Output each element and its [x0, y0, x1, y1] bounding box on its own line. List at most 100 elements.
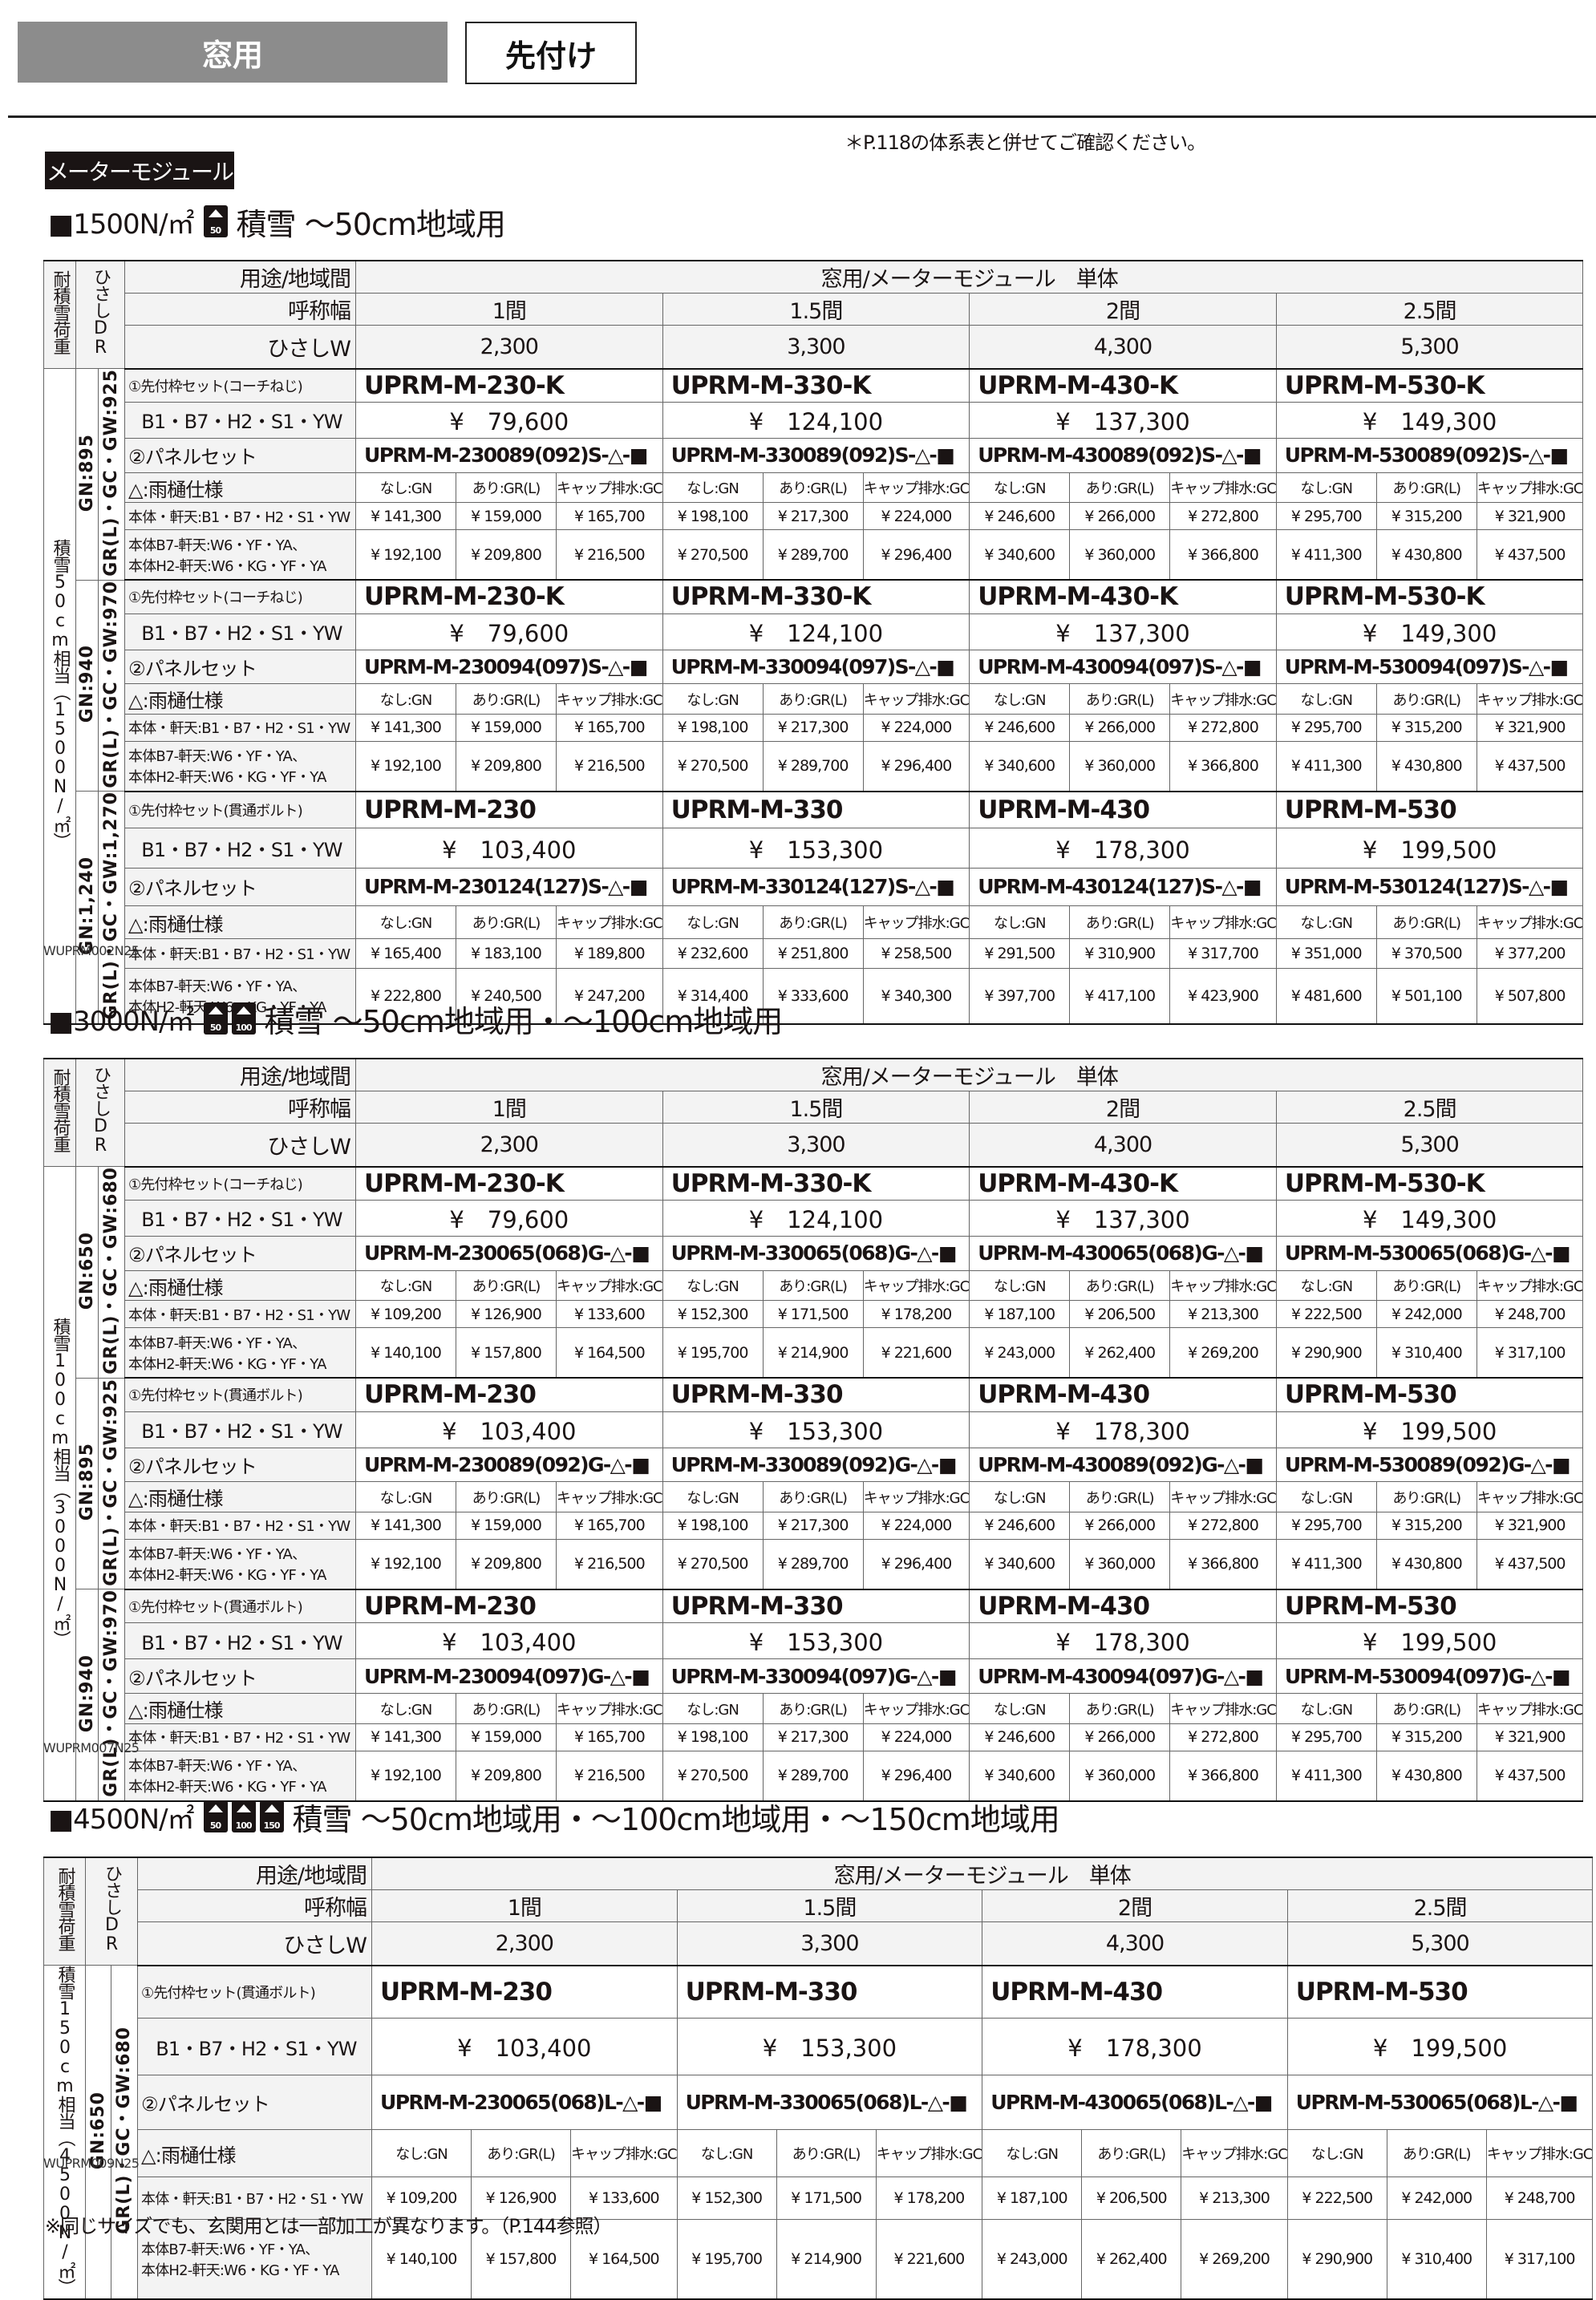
price-standard: ¥ 178,200 — [862, 1300, 970, 1328]
price-special: ¥ 417,100 — [1069, 968, 1171, 1025]
price-special: ¥ 437,500 — [1476, 740, 1584, 792]
dr-cell: GN:1,240 — [75, 791, 99, 1025]
price-special: ¥ 317,100 — [1485, 2219, 1594, 2300]
price-standard: ¥ 295,700 — [1275, 1512, 1377, 1540]
price-standard: ¥ 266,000 — [1069, 502, 1171, 530]
table-row: ②パネルセット UPRM-M-230094(097)G-△-■ UPRM-M-330… — [44, 1658, 1584, 1695]
frame-code: UPRM-M-330 — [662, 1589, 970, 1624]
price1-label: 本体・軒天:B1・B7・H2・S1・YW — [124, 1512, 356, 1540]
gutter-option: あり:GR(L) — [1069, 905, 1171, 940]
gutter-option: なし:GN — [1275, 1693, 1377, 1725]
price-special: ¥ 411,300 — [1275, 1538, 1377, 1590]
price-standard: ¥ 217,300 — [762, 714, 864, 742]
price-special: ¥ 192,100 — [355, 528, 456, 581]
price-special: ¥ 221,600 — [862, 1326, 970, 1379]
frame-price: ¥ 199,500 — [1275, 828, 1584, 869]
gutter-option: なし:GN — [355, 1693, 456, 1725]
price-standard: ¥ 165,400 — [355, 938, 456, 970]
gutter-option: なし:GN — [662, 1269, 764, 1302]
gutter-option: あり:GR(L) — [1375, 905, 1477, 940]
price-special: ¥ 360,000 — [1069, 528, 1171, 581]
price-standard: ¥ 165,700 — [556, 714, 663, 742]
gutter-option: あり:GR(L) — [1069, 472, 1171, 504]
gw-cell: GR(L)・GC・GW:970 — [98, 579, 125, 792]
header-row: 耐積雪荷重 ひさしDR 用途/地域間 窓用/メーターモジュール 単体 — [43, 260, 1584, 369]
frame-code: UPRM-M-430 — [969, 1589, 1277, 1624]
table-row: 積雪100cm相当（3000N/㎡） GN:650 GR(L)・GC・GW:680 ①… — [43, 1166, 1584, 1802]
table-row: 本体・軒天:B1・B7・H2・S1・YW ¥ 109,200 ¥ 126,900 ¥ … — [44, 1300, 1584, 1328]
gutter-option: なし:GN — [355, 1269, 456, 1302]
price-standard: ¥ 217,300 — [762, 502, 864, 530]
gutter-label: △:雨樋仕様 — [124, 1269, 356, 1302]
table-row: B1・B7・H2・S1・YW ¥ 103,400 ¥ 153,300 ¥ 178,30… — [44, 1411, 1584, 1448]
gutter-option: キャップ排水:GC — [1476, 1693, 1584, 1725]
load-text: 積雪150cm相当（4500N/㎡） — [55, 1966, 75, 2295]
load-rating: ■4500N/㎡ — [48, 1803, 195, 1836]
table-row: B1・B7・H2・S1・YW ¥ 79,600 ¥ 124,100 ¥ 137,300… — [44, 1199, 1584, 1237]
price-standard: ¥ 141,300 — [355, 1512, 456, 1540]
frame-price: ¥ 199,500 — [1275, 1411, 1584, 1448]
price-special: ¥ 243,000 — [982, 2219, 1083, 2300]
house-roof-icon — [236, 1804, 251, 1812]
usage-label: 用途/地域間 — [124, 1058, 356, 1091]
price-standard: ¥ 187,100 — [969, 1300, 1071, 1328]
price-special: ¥ 310,400 — [1386, 2219, 1487, 2300]
load-text: 積雪100cm相当（3000N/㎡） — [50, 1317, 71, 1647]
table-row: △:雨樋仕様 なし:GN あり:GR(L) キャップ排水:GC なし:GN あり:GR(L… — [44, 2128, 1594, 2178]
gutter-option: なし:GN — [662, 683, 764, 715]
frame-price: ¥ 124,100 — [662, 1199, 970, 1237]
panel-code: UPRM-M-230065(068)G-△-■ — [355, 1235, 663, 1271]
frame-set-label: ①先付枠セット(貫通ボルト) — [124, 791, 356, 829]
table-row: ②パネルセット UPRM-M-230089(092)G-△-■ UPRM-M-330… — [44, 1447, 1584, 1483]
w-value: 2,300 — [355, 325, 663, 370]
gutter-option: キャップ排水:GC — [1169, 1269, 1277, 1302]
price-standard: ¥ 159,000 — [456, 502, 557, 530]
price2-label: 本体B7-軒天:W6・YF・YA、本体H2-軒天:W6・KG・YF・YA — [124, 1538, 356, 1590]
frame-price: ¥ 153,300 — [662, 828, 970, 869]
price-standard: ¥ 159,000 — [456, 1723, 557, 1751]
price-standard: ¥ 183,100 — [456, 938, 557, 970]
price-standard: ¥ 224,000 — [862, 502, 970, 530]
frame-price: ¥ 79,600 — [355, 1199, 663, 1237]
price-standard: ¥ 141,300 — [355, 714, 456, 742]
price-standard: ¥ 232,600 — [662, 938, 764, 970]
snow-house-icon: 50 — [203, 1800, 228, 1832]
price-special: ¥ 430,800 — [1375, 528, 1477, 581]
frame-price: ¥ 103,400 — [355, 828, 663, 869]
price-standard: ¥ 206,500 — [1081, 2176, 1182, 2221]
price-standard: ¥ 315,200 — [1375, 1512, 1477, 1540]
tab-window[interactable]: 窓用 — [18, 22, 448, 83]
width-value: 2間 — [969, 1091, 1277, 1124]
dr-value: GN:940 — [77, 1654, 97, 1733]
price2-label-line2: 本体H2-軒天:W6・KG・YF・YA — [128, 996, 355, 1017]
w-value: 3,300 — [662, 325, 970, 370]
price2-label: 本体B7-軒天:W6・YF・YA、本体H2-軒天:W6・KG・YF・YA — [124, 1750, 356, 1803]
table-code: WUPRM009N25 — [43, 2156, 140, 2171]
price-special: ¥ 209,800 — [456, 1750, 557, 1803]
price-special: ¥ 289,700 — [762, 1750, 864, 1803]
color-label: B1・B7・H2・S1・YW — [124, 613, 356, 650]
price-special: ¥ 269,200 — [1181, 2219, 1288, 2300]
price-special: ¥ 340,300 — [862, 968, 970, 1025]
house-roof-icon — [264, 1804, 279, 1812]
header-row: 呼称幅 1間 1.5間 2間 2.5間 — [44, 1091, 1584, 1124]
frame-price: ¥ 149,300 — [1275, 613, 1584, 650]
dr-header: ひさしDR — [91, 1065, 111, 1155]
table-row: B1・B7・H2・S1・YW ¥ 103,400 ¥ 153,300 ¥ 178,30… — [44, 1622, 1584, 1660]
dr-value: GN:650 — [77, 1231, 97, 1310]
price1-label: 本体・軒天:B1・B7・H2・S1・YW — [124, 1723, 356, 1751]
color-label: B1・B7・H2・S1・YW — [124, 1199, 356, 1237]
usage-value: 窓用/メーターモジュール 単体 — [354, 260, 1584, 294]
frame-price: ¥ 124,100 — [662, 401, 970, 439]
price1-label: 本体・軒天:B1・B7・H2・S1・YW — [124, 1300, 356, 1328]
panel-code: UPRM-M-530065(068)G-△-■ — [1275, 1235, 1584, 1271]
frame-code: UPRM-M-330-K — [662, 368, 970, 403]
gutter-option: キャップ排水:GC — [862, 472, 970, 504]
tab-pre-install[interactable]: 先付け — [465, 22, 637, 84]
price-special: ¥ 289,700 — [762, 740, 864, 792]
w-value: 5,300 — [1275, 1123, 1584, 1168]
frame-code: UPRM-M-330-K — [662, 1166, 970, 1201]
price-special: ¥ 216,500 — [556, 740, 663, 792]
price-special: ¥ 340,600 — [969, 740, 1071, 792]
price-standard: ¥ 295,700 — [1275, 714, 1377, 742]
